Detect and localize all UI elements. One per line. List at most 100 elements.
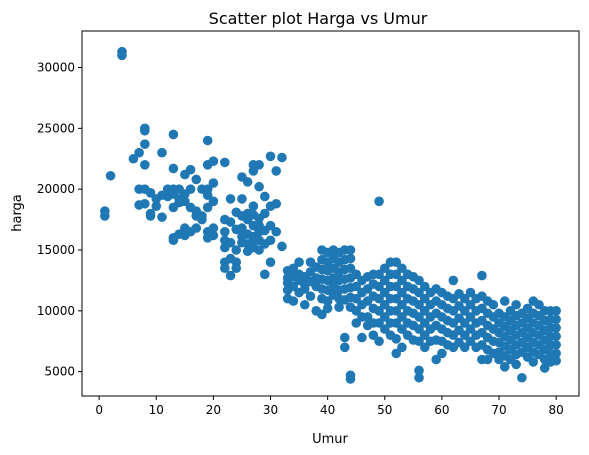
data-point [254,181,264,192]
data-point [357,332,367,343]
data-point [105,170,116,181]
data-point [414,372,424,383]
data-point [465,336,476,347]
data-point [271,226,282,237]
data-point [419,293,430,304]
data-point [277,152,287,163]
data-point [208,156,219,166]
x-tick-label: 20 [206,403,221,417]
data-point [477,270,487,281]
data-point [459,330,470,340]
data-point [551,340,561,350]
data-point [288,296,299,306]
data-point [419,318,430,328]
x-tick-label: 80 [549,403,564,417]
data-point [362,312,373,322]
data-point [220,263,230,274]
data-point [414,324,424,334]
y-tick-label: 25000 [37,121,75,135]
data-point [185,184,196,194]
data-point [397,263,407,274]
data-point [260,208,270,219]
data-point [248,166,259,176]
data-point [237,223,247,233]
data-point [220,157,230,168]
data-point [397,287,407,298]
data-point [248,201,259,211]
data-point [100,211,110,221]
data-point [448,275,459,286]
data-point [551,331,561,342]
data-point [322,296,333,306]
data-point [379,263,390,274]
data-point [197,214,207,225]
data-point [482,354,493,365]
data-point [374,196,384,207]
data-point [517,372,527,383]
data-point [488,299,499,310]
y-tick-label: 10000 [37,304,75,318]
data-point [265,235,276,246]
data-point [551,355,561,366]
data-point [374,269,384,280]
data-point [208,223,219,233]
data-point [231,263,242,274]
data-point [260,191,270,202]
data-point [265,220,276,231]
data-point [128,153,139,164]
data-point [465,287,476,298]
data-point [431,354,441,365]
data-point [202,190,213,201]
data-point [374,293,384,304]
data-point [379,287,390,298]
data-point [551,323,561,333]
data-point [419,306,430,316]
data-point [379,312,390,322]
data-point [145,188,156,198]
data-point [157,212,167,222]
data-point [345,245,356,255]
data-point [391,306,402,316]
data-point [202,202,213,213]
data-point [208,230,219,241]
data-point [294,257,304,267]
data-point [374,318,384,328]
data-point [299,284,310,294]
data-point [242,177,253,187]
data-point [225,270,236,281]
data-point [414,287,424,298]
data-point [271,166,282,176]
data-point [351,269,362,280]
data-point [511,299,521,310]
y-tick-label: 20000 [37,182,75,196]
data-point [419,281,430,292]
data-point [414,299,424,310]
data-point [334,302,344,312]
data-point [305,291,316,302]
data-point [465,299,476,310]
data-point [374,281,384,292]
data-point [140,198,150,209]
data-point [345,263,356,274]
data-point [397,312,407,322]
x-tick-label: 10 [149,403,164,417]
data-point [551,348,561,359]
data-point [414,275,424,286]
data-point [419,342,430,353]
data-point [528,357,539,367]
data-point [511,359,521,370]
data-point [391,269,402,280]
data-point [265,151,276,162]
data-point [265,257,276,267]
data-point [225,217,236,227]
data-point [288,263,299,274]
data-point [419,330,430,340]
data-point [351,318,362,328]
data-point [168,235,179,246]
y-tick-label: 5000 [44,365,75,379]
data-point [254,245,264,255]
x-tick-label: 50 [377,403,392,417]
data-point [551,306,561,316]
data-point [208,178,219,188]
